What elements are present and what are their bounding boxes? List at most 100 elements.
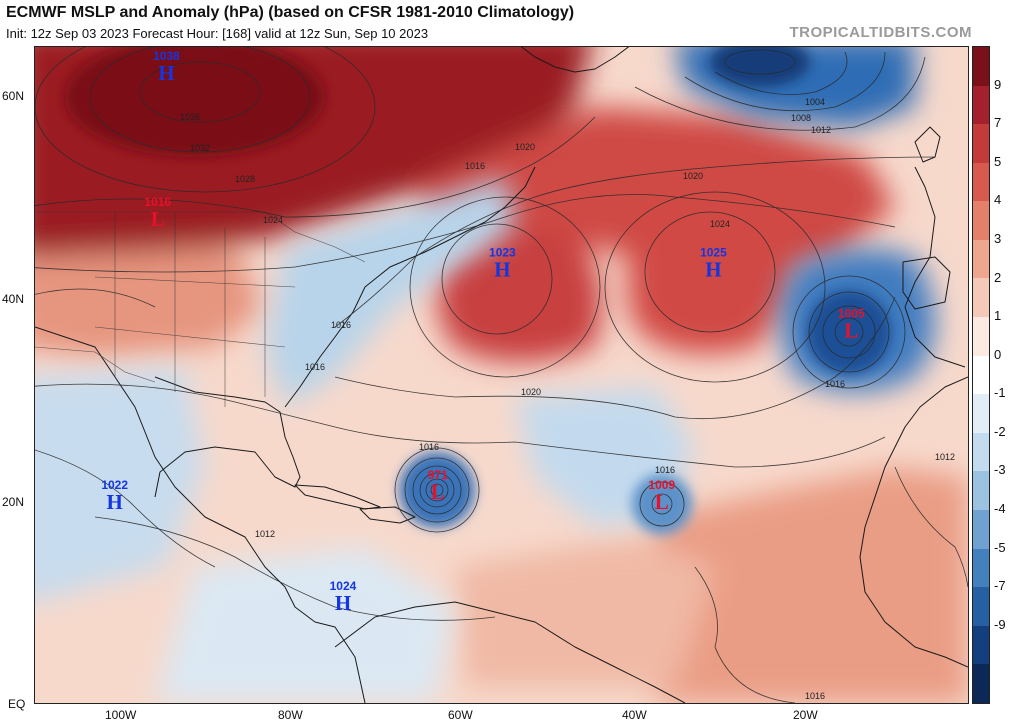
borders [35, 211, 366, 407]
colorbar-tick-label: 4 [994, 192, 1002, 208]
isobar-1020-north [35, 194, 896, 273]
contour-label: 1024 [710, 219, 730, 229]
colorbar-swatch [973, 471, 989, 510]
colorbar-swatch [973, 509, 989, 549]
lon-label-100w: 100W [105, 708, 137, 722]
colorbar-swatch [973, 124, 989, 163]
contour-label: 1016 [305, 362, 325, 372]
colorbar-swatch [973, 162, 989, 202]
coastline-iberia [902, 256, 951, 310]
colorbar-tick-label: 9 [994, 76, 1002, 92]
coastline-greenland [520, 47, 630, 73]
pressure-letter: L [151, 207, 165, 231]
isobar-low-1005-1 [834, 317, 864, 347]
isobar-1016-africa [894, 466, 968, 588]
colorbar-tick-label: 0 [994, 346, 1002, 362]
isobar-low-1005-4 [792, 275, 906, 389]
positive-anomaly-east-atlantic [655, 467, 968, 703]
contour-label: 1016 [331, 320, 351, 330]
map-panel: 1036 1032 1028 1024 1020 1016 1012 1008 … [34, 46, 969, 704]
positive-anomaly-high-1023 [437, 230, 602, 362]
colorbar-swatch [973, 239, 989, 279]
negative-anomaly-greenland-core [710, 47, 810, 87]
isobar-high-1038-c [35, 47, 376, 193]
isobar-low-1009-2 [639, 481, 685, 527]
contour-label: 1012 [255, 529, 275, 539]
contour-label: 1020 [683, 171, 703, 181]
contour-label: 1016 [825, 379, 845, 389]
isobar-high-1023-outer [409, 196, 601, 378]
border-us-mexico [35, 346, 156, 383]
isobar-low-1005-2 [822, 305, 876, 359]
colorbar-tick-label: 7 [994, 115, 1002, 131]
colorbar-tick-label: -5 [994, 539, 1006, 555]
anomaly-colorbar [972, 46, 990, 704]
isobar-low-1009-1 [651, 493, 673, 515]
border-us-canada [35, 211, 366, 263]
isobar-hurricane-5 [404, 457, 470, 523]
colorbar-swatch [973, 432, 989, 472]
isobar-high-1038-a [139, 61, 261, 123]
coastline-europe [904, 166, 966, 368]
isobar-low-1005-3 [808, 291, 890, 373]
pressure-value: 1025 [700, 246, 727, 260]
border-states [94, 212, 296, 407]
anomaly-map: 1036 1032 1028 1024 1020 1016 1012 1008 … [35, 47, 968, 703]
contour-label: 1032 [190, 143, 210, 153]
colorbar-tick-label: -9 [994, 616, 1006, 632]
colorbar-swatch [973, 625, 989, 665]
pressure-value: 1024 [330, 579, 357, 593]
positive-anomaly-caribbean [455, 537, 715, 687]
colorbar-tick-label: -2 [994, 423, 1006, 439]
contour-label: 1004 [805, 97, 825, 107]
lat-label-60n: 60N [2, 89, 25, 103]
pressure-value: 1016 [144, 195, 171, 209]
pressure-value: 1022 [101, 478, 128, 492]
lon-label-60w: 60W [448, 708, 473, 722]
positive-anomaly-canada-core [65, 47, 325, 157]
isobar-high-1025-outer [604, 191, 826, 383]
isobar-1016-north [334, 156, 936, 328]
negative-anomaly-hurricane [399, 452, 475, 528]
chart-subtitle: Init: 12z Sep 03 2023 Forecast Hour: [16… [6, 26, 429, 41]
isobar-hurricane-6 [394, 447, 480, 533]
contour-label: 1016 [805, 691, 825, 701]
chart-title: ECMWF MSLP and Anomaly (hPa) (based on C… [6, 4, 575, 21]
colorbar-swatch [973, 201, 989, 240]
isobar-1020-subtropical [334, 296, 896, 420]
pressure-value: 1023 [489, 246, 516, 260]
isobar-high-1038-b [89, 47, 311, 153]
isobars [35, 47, 968, 703]
contour-label: 1012 [935, 452, 955, 462]
pressure-letter: L [844, 318, 858, 342]
colorbar-tick-label: 3 [994, 230, 1002, 246]
negative-anomaly-us-east [265, 177, 515, 407]
isobar-high-1023 [441, 223, 553, 335]
colorbar-tick-label: 2 [994, 269, 1002, 285]
colorbar-tick-label: -1 [994, 385, 1006, 401]
isobar-1016-subtropical [35, 383, 886, 468]
colorbar-tick-label: -3 [994, 462, 1006, 478]
pressure-letter: H [107, 490, 123, 514]
isobar-1024-west [35, 288, 156, 308]
pressure-letter: H [335, 591, 351, 615]
pressure-value: 971 [428, 468, 448, 482]
contour-label: 1016 [419, 442, 439, 452]
contour-label: 1020 [521, 387, 541, 397]
lon-label-20w: 20W [793, 708, 818, 722]
colorbar-swatch [973, 47, 989, 86]
isobar-high-1025 [644, 211, 776, 333]
contour-label: 1012 [811, 125, 831, 135]
negative-anomaly-low-1005-core [807, 290, 891, 374]
pressure-value: 1009 [648, 478, 675, 492]
negative-anomaly-low-1009 [632, 474, 692, 534]
isobar-hurricane-1 [430, 483, 444, 497]
lat-label-40n: 40N [2, 292, 25, 306]
colorbar-tick-label: 1 [994, 308, 1002, 324]
